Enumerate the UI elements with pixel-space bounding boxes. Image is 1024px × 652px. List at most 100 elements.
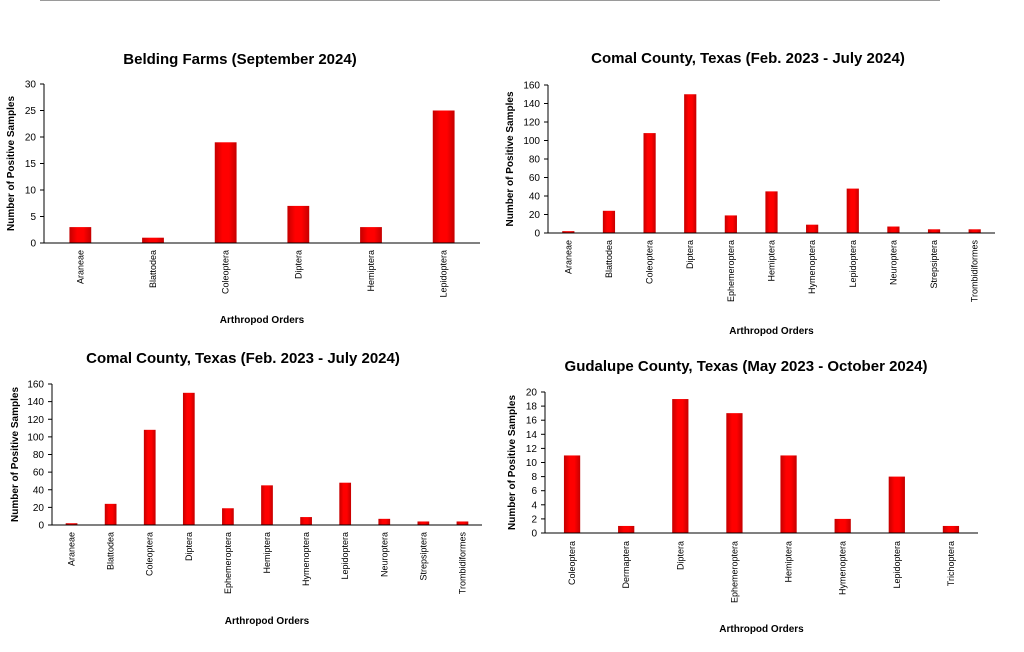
y-tick-label: 120 [27, 415, 44, 426]
y-tick-label: 16 [526, 416, 538, 427]
y-tick-label: 0 [38, 521, 44, 532]
x-category-label: Hymenoptera [807, 240, 817, 294]
y-tick-label: 2 [531, 514, 537, 525]
x-axis-label: Arthropod Orders [220, 315, 305, 326]
y-tick-label: 80 [529, 155, 541, 166]
bar-blattodea [142, 237, 164, 243]
bar-lepidoptera [432, 110, 455, 243]
bar-hemiptera [261, 485, 273, 525]
x-category-label: Neuroptera [379, 532, 389, 577]
bar-diptera [182, 392, 195, 525]
y-axis-label: Number of Positive Samples [6, 96, 17, 231]
chart-title: Comal County, Texas (Feb. 2023 - July 20… [86, 350, 400, 367]
bar-diptera [684, 94, 697, 233]
y-tick-label: 25 [25, 106, 37, 117]
y-tick-label: 80 [33, 450, 45, 461]
bar-coleoptera [643, 133, 656, 233]
y-tick-label: 0 [534, 229, 540, 240]
y-tick-label: 40 [529, 192, 541, 203]
y-tick-label: 10 [25, 186, 37, 197]
bar-hemiptera [360, 227, 382, 243]
bar-trombidiformes [968, 229, 981, 233]
y-tick-label: 6 [531, 486, 537, 497]
x-category-label: Diptera [675, 541, 685, 570]
bar-coleoptera [214, 142, 237, 243]
bar-strepsiptera [417, 521, 430, 525]
y-tick-label: 140 [27, 397, 44, 408]
x-category-label: Hymenoptera [838, 541, 848, 595]
x-category-label: Ephemeroptera [729, 541, 739, 603]
y-tick-label: 10 [526, 458, 538, 469]
bar-lepidoptera [888, 476, 905, 533]
bar-lepidoptera [339, 482, 352, 525]
y-axis-label: Number of Positive Samples [507, 395, 518, 530]
x-category-label: Hemiptera [366, 250, 376, 292]
y-axis-label: Number of Positive Samples [10, 387, 21, 522]
x-category-label: Coleoptera [145, 532, 155, 576]
y-tick-label: 0 [30, 239, 36, 250]
bar-blattodea [602, 210, 616, 233]
y-tick-label: 14 [526, 430, 538, 441]
bar-hemiptera [765, 191, 778, 233]
y-axis-label: Number of Positive Samples [505, 91, 516, 226]
bar-trichoptera [942, 525, 960, 533]
x-axis-label: Arthropod Orders [225, 616, 310, 627]
x-category-label: Coleoptera [567, 541, 577, 585]
x-category-label: Lepidoptera [439, 250, 449, 298]
x-category-label: Hemiptera [767, 240, 777, 282]
y-tick-label: 30 [25, 80, 37, 91]
chart-title: Belding Farms (September 2024) [123, 51, 356, 68]
x-category-label: Strepsiptera [929, 240, 939, 289]
x-category-label: Araneae [75, 250, 85, 284]
bar-dermaptera [618, 525, 635, 533]
bar-ephemeroptera [724, 215, 737, 233]
x-category-label: Blattodea [604, 240, 614, 278]
y-tick-label: 20 [25, 133, 37, 144]
x-category-label: Lepidoptera [340, 532, 350, 580]
top-divider-line [40, 0, 940, 1]
x-category-label: Trombidiformes [970, 240, 980, 303]
y-tick-label: 100 [523, 136, 540, 147]
x-axis-label: Arthropod Orders [729, 326, 814, 337]
bar-coleoptera [563, 455, 581, 533]
x-category-label: Ephemeroptera [223, 532, 233, 594]
y-tick-label: 0 [531, 529, 537, 540]
x-category-label: Coleoptera [221, 250, 231, 294]
bar-diptera [672, 399, 689, 533]
y-tick-label: 18 [526, 402, 538, 413]
x-category-label: Lepidoptera [892, 541, 902, 589]
bar-neuroptera [378, 518, 391, 525]
x-category-label: Coleoptera [645, 240, 655, 284]
x-category-label: Araneae [67, 532, 77, 566]
x-category-label: Hemiptera [784, 541, 794, 583]
bar-trombidiformes [456, 521, 469, 525]
x-category-label: Blattodea [106, 532, 116, 570]
y-tick-label: 12 [526, 444, 538, 455]
x-category-label: Blattodea [148, 250, 158, 288]
bar-strepsiptera [927, 229, 941, 233]
y-tick-label: 60 [529, 173, 541, 184]
x-category-label: Neuroptera [888, 240, 898, 285]
y-tick-label: 140 [523, 99, 540, 110]
y-tick-label: 5 [30, 212, 36, 223]
x-category-label: Diptera [184, 532, 194, 561]
bar-ephemeroptera [222, 508, 234, 525]
y-tick-label: 160 [523, 81, 540, 92]
x-category-label: Hemiptera [262, 532, 272, 574]
bar-araneae [65, 523, 78, 525]
y-tick-label: 15 [25, 159, 37, 170]
x-category-label: Diptera [293, 250, 303, 279]
x-category-label: Diptera [685, 240, 695, 269]
y-tick-label: 120 [523, 118, 540, 129]
bar-neuroptera [887, 226, 900, 233]
y-tick-label: 40 [33, 485, 45, 496]
y-tick-label: 20 [33, 503, 45, 514]
y-tick-label: 20 [529, 210, 541, 221]
y-tick-label: 20 [526, 388, 538, 399]
y-tick-label: 4 [531, 500, 537, 511]
x-category-label: Trichoptera [946, 541, 956, 586]
x-category-label: Strepsiptera [418, 532, 428, 581]
x-category-label: Dermaptera [621, 541, 631, 589]
